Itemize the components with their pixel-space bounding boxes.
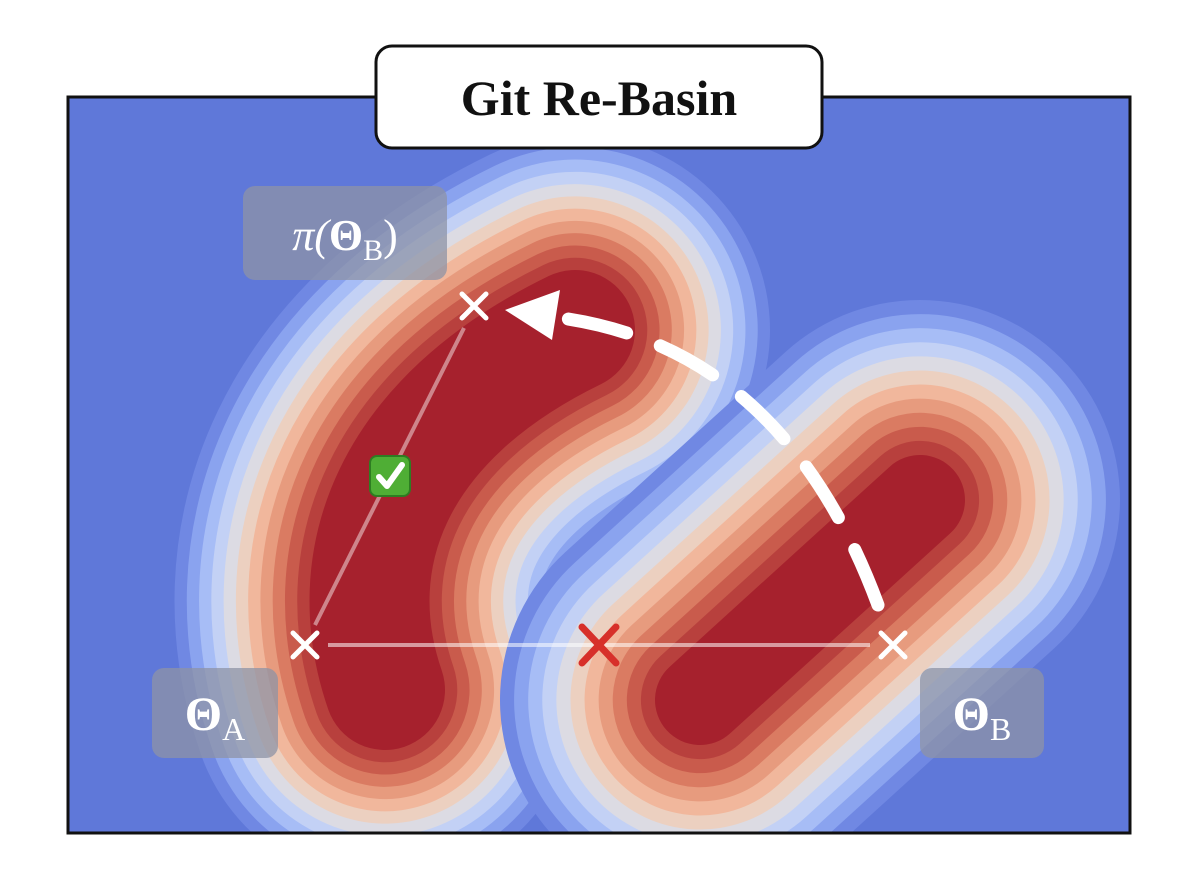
marker-b [878,630,908,660]
symbol: Θ [185,688,222,741]
marker-permuted [459,291,489,321]
contour-level [655,455,965,745]
markers [290,291,908,660]
subscript: B [363,234,383,267]
marker-a [290,630,320,660]
subscript: B [990,711,1011,747]
label-box [920,668,1044,758]
permutation-arc [538,309,885,612]
label-permuted: π(ΘB) [243,186,447,280]
label-model-a: ΘA [152,668,278,758]
title-box: Git Re-Basin [374,44,824,150]
label-text: π(ΘB) [292,211,398,267]
label-model-b: ΘB [920,668,1044,758]
label-box [243,186,447,280]
title-frame [374,44,824,150]
label-box [152,668,278,758]
subscript: A [222,711,245,747]
label-text: ΘB [953,688,1012,747]
check-icon [369,455,411,497]
label-text: ΘA [185,688,245,747]
arrow-head [505,290,560,340]
prefix: π( [292,211,331,260]
title: Git Re-Basin [461,70,738,126]
symbol: Θ [329,211,363,260]
suffix: ) [383,211,398,260]
symbol: Θ [953,688,990,741]
barrier-cross [578,623,620,667]
